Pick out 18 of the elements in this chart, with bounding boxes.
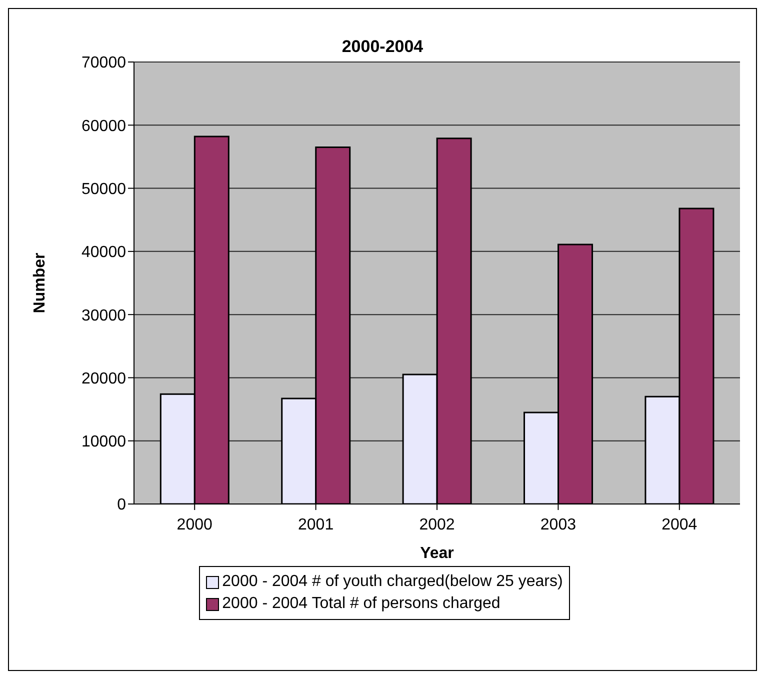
y-tick-label: 10000 [82,434,126,451]
y-tick-label: 20000 [82,370,126,388]
y-tick-label: 60000 [82,118,126,135]
x-tick-label: 2000 [176,516,212,534]
y-tick-label: 70000 [82,54,126,72]
y-tick-label: 50000 [82,180,126,198]
legend-label: 2000 - 2004 Total # of persons charged [222,594,500,614]
x-tick-label: 2003 [540,516,576,534]
chart-title: 2000-2004 [342,37,424,56]
x-tick-label: 2001 [298,516,334,534]
x-axis-title: Year [420,545,454,562]
legend-label: 2000 - 2004 # of youth charged(below 25 years) [222,572,563,592]
y-tick-label: 40000 [82,244,126,262]
x-tick-label: 2004 [662,516,698,534]
y-axis-title: Number [32,252,49,314]
y-tick-label: 0 [117,496,126,514]
y-tick-label: 30000 [82,307,126,324]
x-tick-label: 2002 [419,516,455,534]
